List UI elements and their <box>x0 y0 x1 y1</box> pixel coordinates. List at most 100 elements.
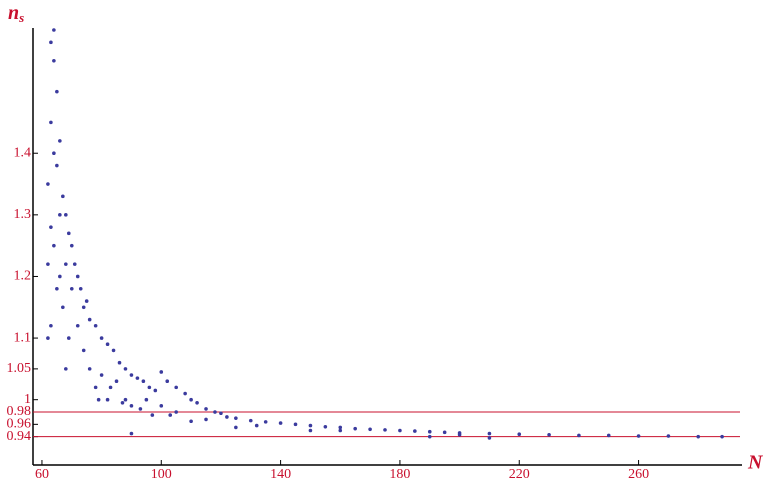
point <box>234 425 238 430</box>
point <box>105 397 110 402</box>
point <box>398 428 402 433</box>
point <box>219 411 223 416</box>
point <box>87 317 92 322</box>
point <box>99 373 104 377</box>
point <box>168 413 173 417</box>
point <box>666 434 671 438</box>
point <box>49 323 53 328</box>
point <box>159 370 164 374</box>
point <box>58 274 62 279</box>
point <box>52 243 56 248</box>
point <box>52 151 56 156</box>
point <box>720 434 724 439</box>
point <box>338 425 343 430</box>
point <box>138 407 143 411</box>
point <box>75 274 80 279</box>
point <box>141 379 146 384</box>
point <box>135 376 140 380</box>
point <box>487 436 492 440</box>
point <box>195 400 199 405</box>
point <box>293 422 298 427</box>
point <box>183 391 187 396</box>
point <box>72 262 77 266</box>
y-tick-label: 1.2 <box>14 269 32 284</box>
point <box>254 423 259 428</box>
point <box>213 410 217 414</box>
point <box>353 426 357 431</box>
point <box>413 429 417 433</box>
point <box>129 431 134 436</box>
y-tick-label: 1.05 <box>7 361 32 376</box>
point <box>46 262 50 266</box>
y-tick-label: 1.1 <box>14 330 32 345</box>
point <box>49 120 53 125</box>
point <box>64 213 68 217</box>
point <box>58 139 62 143</box>
point <box>159 404 164 408</box>
point <box>174 385 178 390</box>
point <box>263 420 268 424</box>
point <box>487 431 492 436</box>
point <box>150 413 155 417</box>
point <box>58 213 62 217</box>
point <box>129 404 134 408</box>
point <box>108 385 113 390</box>
x-tick-label: 100 <box>151 467 172 482</box>
point <box>338 428 343 433</box>
point <box>457 433 462 437</box>
y-tick-label: 0.94 <box>7 429 32 444</box>
point <box>69 243 74 248</box>
x-tick-label: 140 <box>270 467 291 482</box>
point <box>93 385 98 390</box>
y-tick-label: 0.98 <box>7 404 32 419</box>
point <box>105 342 110 347</box>
point <box>52 28 56 32</box>
point <box>111 348 116 353</box>
point <box>547 433 551 437</box>
x-tick-label: 180 <box>389 467 410 482</box>
point <box>66 336 71 340</box>
point <box>61 305 65 310</box>
point <box>427 434 432 439</box>
x-axis-title: N <box>747 452 763 474</box>
point <box>308 428 313 433</box>
point <box>49 40 53 45</box>
point <box>129 373 134 377</box>
point <box>84 299 89 303</box>
point <box>606 433 611 438</box>
point <box>636 434 641 438</box>
point <box>189 397 193 402</box>
point <box>69 286 74 291</box>
point <box>64 262 68 266</box>
point <box>308 423 313 428</box>
point <box>81 348 86 353</box>
point <box>189 419 193 424</box>
point <box>368 427 372 432</box>
y-tick-label: 0.96 <box>7 417 32 432</box>
point <box>96 397 101 402</box>
point <box>46 182 50 186</box>
point <box>204 407 208 411</box>
point <box>174 410 178 414</box>
x-tick-label: 260 <box>628 467 649 482</box>
point <box>517 432 522 436</box>
point <box>55 89 59 94</box>
point <box>64 367 68 371</box>
point <box>93 323 98 328</box>
y-tick-label: 1.4 <box>14 145 32 160</box>
point <box>123 397 128 402</box>
y-tick-label: 1.3 <box>14 207 32 222</box>
point <box>147 385 152 390</box>
point <box>144 397 149 402</box>
point <box>52 59 56 63</box>
point <box>123 367 128 371</box>
point <box>55 163 59 168</box>
point <box>99 336 104 340</box>
point <box>117 360 122 365</box>
point <box>87 367 92 371</box>
y-axis-title-main: n <box>8 2 19 24</box>
y-tick-label: 1 <box>24 392 31 407</box>
point <box>55 286 59 291</box>
y-axis-title-sub: s <box>18 10 24 25</box>
point <box>225 415 229 419</box>
